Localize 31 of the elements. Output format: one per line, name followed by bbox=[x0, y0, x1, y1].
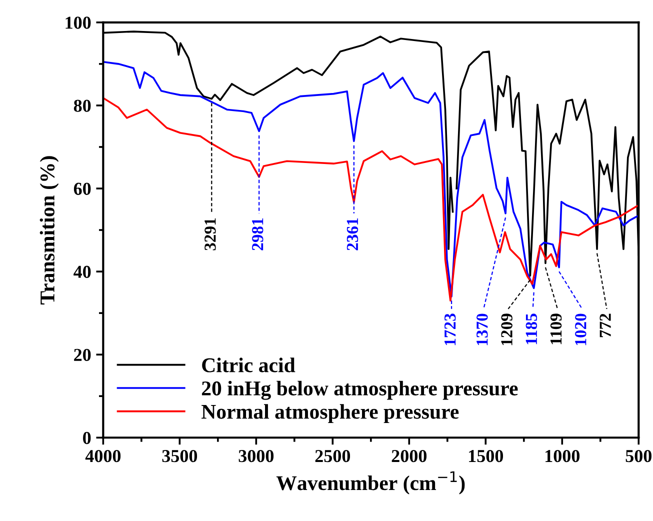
x-axis-title: Wavenumber (cm$^{−1}$) bbox=[276, 471, 465, 494]
annotation: 772 bbox=[600, 314, 611, 338]
x-tick-label: 1000 bbox=[546, 450, 580, 462]
y-tick-label: 0 bbox=[83, 432, 91, 444]
x-tick-label: 2000 bbox=[392, 450, 427, 462]
x-tick-label: 2500 bbox=[315, 450, 350, 462]
y-tick-label: 80 bbox=[74, 100, 91, 112]
legend-label: 20 inHg below atmosphere pressure bbox=[202, 380, 518, 400]
line-series bbox=[103, 97, 639, 302]
y-axis-title: Transmition (%) bbox=[40, 156, 59, 304]
annotation: 1723 bbox=[444, 314, 456, 346]
y-tick-label: 40 bbox=[74, 266, 91, 278]
annotation: 2361 bbox=[346, 218, 358, 250]
x-tick-label: 500 bbox=[626, 450, 652, 462]
legend-label: Normal atmosphere pressure bbox=[201, 404, 459, 424]
annotation: 3291 bbox=[204, 218, 216, 250]
annotation: 1020 bbox=[575, 314, 586, 346]
y-tick-label: 100 bbox=[66, 16, 91, 29]
legend-label: Citric acid bbox=[202, 358, 296, 372]
annotation: 1209 bbox=[501, 314, 512, 346]
annotation: 1370 bbox=[476, 314, 488, 346]
x-tick-label: 3000 bbox=[238, 450, 274, 462]
x-tick-label: 1500 bbox=[469, 450, 504, 462]
annotation: 1109 bbox=[550, 314, 562, 344]
x-tick-label: 4000 bbox=[85, 450, 121, 462]
line-series bbox=[103, 60, 639, 298]
y-tick-label: 60 bbox=[74, 182, 91, 195]
y-tick-label: 20 bbox=[74, 348, 91, 362]
annotation: 2981 bbox=[252, 218, 264, 250]
x-tick-label: 3500 bbox=[162, 450, 198, 462]
annotation: 1185 bbox=[526, 314, 538, 344]
